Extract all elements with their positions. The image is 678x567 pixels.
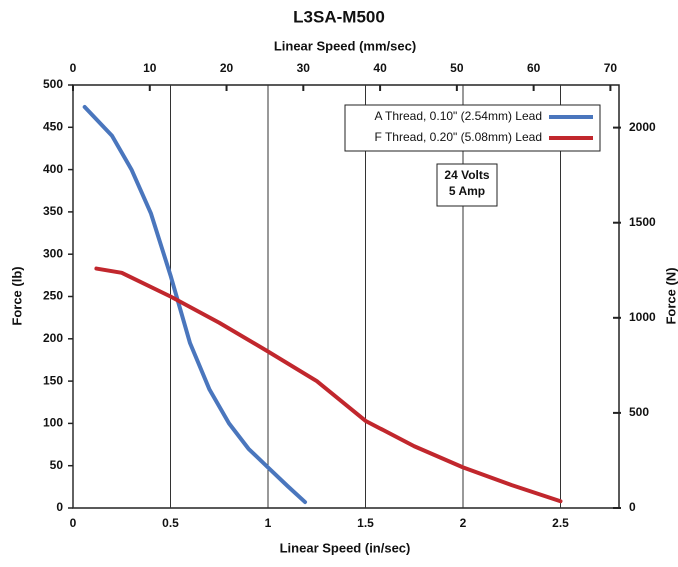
y-tick-label: 500 [43, 77, 63, 91]
annotation: 24 Volts [444, 168, 489, 182]
x2-tick-label: 0 [70, 61, 77, 75]
x-tick-label: 0.5 [162, 516, 179, 530]
y-tick-label: 100 [43, 416, 63, 430]
x-tick-label: 2.5 [552, 516, 569, 530]
legend-box [344, 104, 601, 152]
y-tick-label: 400 [43, 162, 63, 176]
x-tick-label: 2 [460, 516, 467, 530]
x2-axis-label: Linear Speed (mm/sec) [274, 38, 416, 53]
y2-axis-label: Force (N) [663, 267, 678, 324]
annotation-box [436, 163, 498, 207]
x2-tick-label: 50 [450, 61, 464, 75]
series-line [82, 104, 308, 505]
legend-label: A Thread, 0.10" (2.54mm) Lead [375, 109, 542, 123]
chart-title: L3SA-M500 [293, 7, 385, 26]
y-tick-label: 350 [43, 204, 63, 218]
y-tick-label: 300 [43, 246, 63, 260]
y2-tick-label: 500 [629, 405, 649, 419]
x2-tick-label: 30 [297, 61, 311, 75]
x2-tick-label: 20 [220, 61, 234, 75]
y2-tick-label: 1000 [629, 310, 656, 324]
legend-label: F Thread, 0.20" (5.08mm) Lead [375, 130, 542, 144]
x-tick-label: 0 [70, 516, 77, 530]
x2-tick-label: 40 [373, 61, 387, 75]
y2-tick-label: 2000 [629, 120, 656, 134]
x-tick-label: 1 [265, 516, 272, 530]
x2-tick-label: 70 [604, 61, 618, 75]
y-tick-label: 50 [50, 458, 64, 472]
x-tick-label: 1.5 [357, 516, 374, 530]
y-tick-label: 150 [43, 373, 63, 387]
series-line [94, 266, 563, 504]
x-axis-label: Linear Speed (in/sec) [280, 540, 411, 555]
y-tick-label: 0 [56, 500, 63, 514]
x2-tick-label: 60 [527, 61, 541, 75]
y-tick-label: 200 [43, 331, 63, 345]
y-tick-label: 250 [43, 289, 63, 303]
y-tick-label: 450 [43, 119, 63, 133]
annotation: 5 Amp [449, 184, 485, 198]
y2-tick-label: 1500 [629, 215, 656, 229]
y-axis-label: Force (lb) [9, 266, 24, 325]
x2-tick-label: 10 [143, 61, 157, 75]
y2-tick-label: 0 [629, 500, 636, 514]
